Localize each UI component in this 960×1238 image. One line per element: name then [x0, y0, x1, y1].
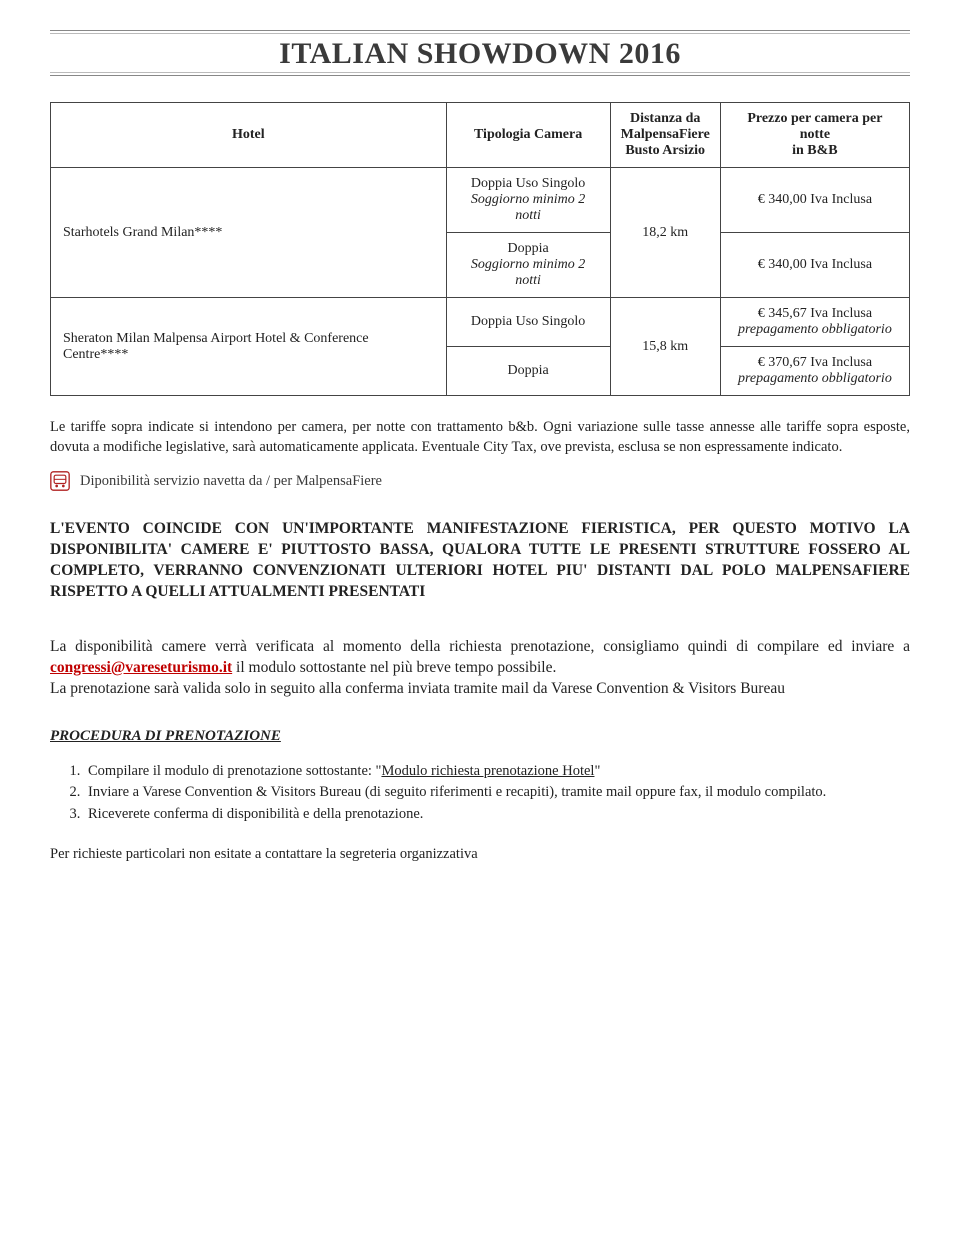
distance-cell: 15,8 km — [610, 298, 720, 396]
room-type-cell: Doppia Uso Singolo — [446, 298, 610, 347]
footer-note: Per richieste particolari non esitate a … — [50, 846, 910, 863]
table-header-row: Hotel Tipologia Camera Distanza da Malpe… — [51, 103, 910, 168]
shuttle-line: Diponibilità servizio navetta da / per M… — [50, 471, 910, 491]
shuttle-text: Diponibilità servizio navetta da / per M… — [80, 473, 382, 490]
page-title-wrap: ITALIAN SHOWDOWN 2016 — [50, 30, 910, 76]
step-1-link: Modulo richiesta prenotazione Hotel — [381, 763, 594, 779]
contact-email-link[interactable]: congressi@vareseturismo.it — [50, 659, 232, 676]
hotel-pricing-table: Hotel Tipologia Camera Distanza da Malpe… — [50, 102, 910, 396]
availability-paragraph: La disponibilità camere verrà verificata… — [50, 637, 910, 700]
table-row: Sheraton Milan Malpensa Airport Hotel & … — [51, 298, 910, 347]
price-cell: € 340,00 Iva Inclusa — [720, 233, 909, 298]
bus-icon — [50, 471, 70, 491]
availability-pre: La disponibilità camere verrà verificata… — [50, 638, 910, 655]
col-price: Prezzo per camera per notte in B&B — [720, 103, 909, 168]
room-type: Doppia Uso Singolo — [471, 176, 585, 191]
procedure-steps: Compilare il modulo di prenotazione sott… — [50, 761, 910, 826]
step-2: Inviare a Varese Convention & Visitors B… — [84, 782, 910, 804]
step-3: Riceverete conferma di disponibilità e d… — [84, 804, 910, 826]
page-title: ITALIAN SHOWDOWN 2016 — [50, 33, 910, 73]
room-sub: Soggiorno minimo 2 notti — [471, 257, 585, 288]
col-room-type: Tipologia Camera — [446, 103, 610, 168]
event-notice: L'EVENTO COINCIDE CON UN'IMPORTANTE MANI… — [50, 519, 910, 603]
room-type-cell: Doppia Uso Singolo Soggiorno minimo 2 no… — [446, 168, 610, 233]
table-row: Starhotels Grand Milan**** Doppia Uso Si… — [51, 168, 910, 233]
col-hotel: Hotel — [51, 103, 447, 168]
price-cell: € 345,67 Iva Inclusa prepagamento obblig… — [720, 298, 909, 347]
step-1: Compilare il modulo di prenotazione sott… — [84, 761, 910, 783]
procedure-heading: PROCEDURA DI PRENOTAZIONE — [50, 728, 910, 745]
step-1-pre: Compilare il modulo di prenotazione sott… — [88, 763, 376, 779]
hotel-name-cell: Sheraton Milan Malpensa Airport Hotel & … — [51, 298, 447, 396]
price-cell: € 340,00 Iva Inclusa — [720, 168, 909, 233]
distance-cell: 18,2 km — [610, 168, 720, 298]
room-type-cell: Doppia — [446, 347, 610, 396]
room-type: Doppia — [507, 241, 548, 256]
price-value: € 345,67 Iva Inclusa — [758, 306, 872, 321]
price-value: € 370,67 Iva Inclusa — [758, 355, 872, 370]
room-type-cell: Doppia Soggiorno minimo 2 notti — [446, 233, 610, 298]
hotel-name-cell: Starhotels Grand Milan**** — [51, 168, 447, 298]
price-sub: prepagamento obbligatorio — [738, 371, 892, 386]
tariff-note: Le tariffe sopra indicate si intendono p… — [50, 418, 910, 457]
price-sub: prepagamento obbligatorio — [738, 322, 892, 337]
price-cell: € 370,67 Iva Inclusa prepagamento obblig… — [720, 347, 909, 396]
room-sub: Soggiorno minimo 2 notti — [471, 192, 585, 223]
col-distance: Distanza da MalpensaFiere Busto Arsizio — [610, 103, 720, 168]
